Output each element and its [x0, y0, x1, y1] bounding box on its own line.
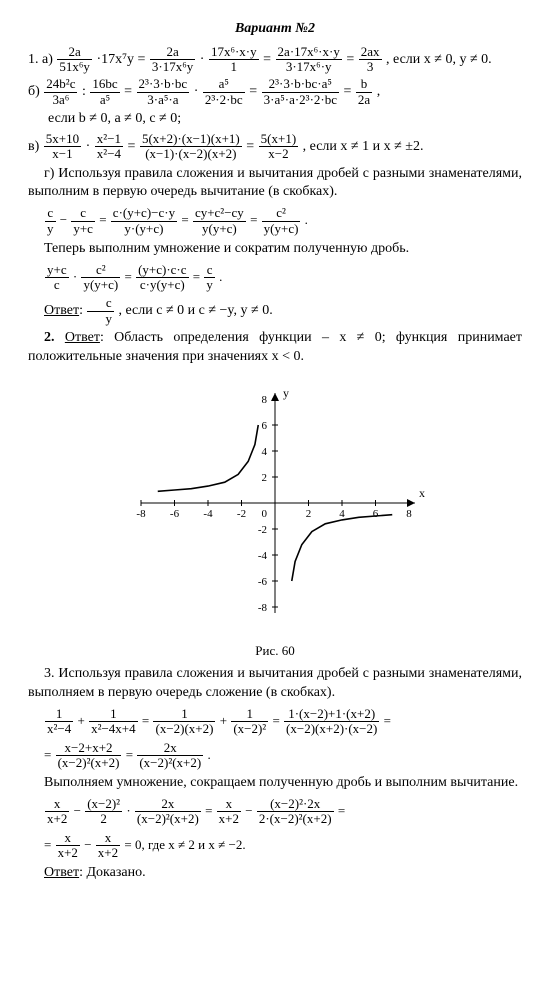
frac: 5x+10x−1	[44, 132, 81, 162]
frac: 1(x−2)(x+2)	[153, 707, 215, 737]
frac: xx+2	[96, 831, 120, 861]
chart-figure-60: -8 -6 -4 -2 2 4 6 8 -8 -6 -4 -2 2 4 6 8 0 x y	[28, 373, 522, 640]
frac: 2x(x−2)²(x+2)	[135, 797, 201, 827]
problem-1b: б) 24b²c3a⁶ : 16bca⁵ = 2³·3·b·bc3·a⁵·a ·…	[28, 77, 522, 107]
eq-3-a: 1x²−4 + 1x²−4x+4 = 1(x−2)(x+2) + 1(x−2)²…	[44, 707, 522, 737]
lead-1v: в)	[28, 139, 39, 154]
frac: (x−2)²·2x2·(x−2)²(x+2)	[257, 797, 334, 827]
problem-3-text: 3. Используя правила сложения и вычитани…	[28, 665, 522, 703]
frac: 2x(x−2)²(x+2)	[137, 741, 203, 771]
svg-text:-2: -2	[237, 508, 246, 520]
frac: 1x²−4x+4	[89, 707, 138, 737]
frac: cy+c	[71, 206, 95, 236]
frac: 2a·17x⁶·x·y3·17x⁶·y	[276, 45, 342, 75]
eq-1g-a: cy − cy+c = c·(y+c)−c·yy·(y+c) = cy+c²−c…	[44, 206, 522, 236]
svg-text:-8: -8	[258, 602, 268, 614]
frac: y+cc	[45, 263, 69, 293]
svg-text:-6: -6	[170, 508, 180, 520]
eq-3-c: xx+2 − (x−2)²2 · 2x(x−2)²(x+2) = xx+2 − …	[44, 797, 522, 827]
problem-2: 2. Ответ: Область определения функции – …	[28, 329, 522, 367]
frac: 5(x+2)·(x−1)(x+1)(x−1)·(x−2)(x+2)	[140, 132, 242, 162]
frac: 2³·3·b·bc3·a⁵·a	[137, 77, 190, 107]
frac: cy	[204, 263, 215, 293]
frac: 2a3·17x⁶y	[150, 45, 195, 75]
svg-text:8: 8	[406, 508, 412, 520]
frac: 5(x+1)x−2	[259, 132, 299, 162]
cond-1b: если b ≠ 0, a ≠ 0, c ≠ 0;	[28, 110, 522, 129]
frac: 1(x−2)²	[231, 707, 268, 737]
svg-text:2: 2	[262, 472, 268, 484]
frac: 2ax3	[359, 45, 382, 75]
problem-1g-text2: Теперь выполним умножение и сократим пол…	[28, 240, 522, 259]
eq-1g-b: y+cc · c²y(y+c) = (y+c)·c·cc·y(y+c) = cy…	[44, 263, 522, 293]
figure-caption: Рис. 60	[28, 642, 522, 660]
svg-text:8: 8	[262, 394, 268, 406]
variant-title: Вариант №2	[28, 20, 522, 39]
svg-text:-4: -4	[258, 550, 268, 562]
frac: xx+2	[56, 831, 80, 861]
svg-text:-2: -2	[258, 524, 267, 536]
svg-text:-4: -4	[203, 508, 213, 520]
problem-1a: 1. а) 2a51x⁶y ·17x⁷y = 2a3·17x⁶y · 17x⁶·…	[28, 45, 522, 75]
frac: cy+c²−cyy(y+c)	[193, 206, 246, 236]
svg-text:4: 4	[262, 446, 268, 458]
frac: 2a51x⁶y	[57, 45, 92, 75]
frac: cy	[87, 296, 114, 326]
frac: a⁵2³·2·bc	[203, 77, 245, 107]
frac: (y+c)·c·cc·y(y+c)	[136, 263, 188, 293]
problem-1v: в) 5x+10x−1 · x²−1x²−4 = 5(x+2)·(x−1)(x+…	[28, 132, 522, 162]
frac: x−2+x+2(x−2)²(x+2)	[56, 741, 122, 771]
answer-3: Ответ: Доказано.	[28, 864, 522, 883]
frac: c·(y+c)−c·yy·(y+c)	[111, 206, 177, 236]
svg-text:0: 0	[262, 508, 268, 520]
svg-text:2: 2	[306, 508, 312, 520]
problem-1g-text: г) Используя правила сложения и вычитани…	[28, 165, 522, 203]
svg-text:6: 6	[262, 420, 268, 432]
hyperbola-chart: -8 -6 -4 -2 2 4 6 8 -8 -6 -4 -2 2 4 6 8 0 x y	[115, 373, 435, 633]
svg-text:x: x	[419, 486, 425, 500]
svg-text:4: 4	[339, 508, 345, 520]
frac: 1·(x−2)+1·(x+2)(x−2)(x+2)·(x−2)	[284, 707, 379, 737]
eq-3-d: = xx+2 − xx+2 = 0, где x ≠ 2 и x ≠ −2.	[44, 831, 522, 861]
frac: c²y(y+c)	[81, 263, 120, 293]
frac: cy	[45, 206, 56, 236]
frac: 1x²−4	[45, 707, 73, 737]
frac: 24b²c3a⁶	[44, 77, 77, 107]
frac: xx+2	[45, 797, 69, 827]
svg-text:y: y	[283, 386, 289, 400]
problem-3-text2: Выполняем умножение, сокращаем полученну…	[28, 774, 522, 793]
frac: (x−2)²2	[85, 797, 122, 827]
svg-text:-6: -6	[258, 576, 268, 588]
frac: xx+2	[217, 797, 241, 827]
svg-text:6: 6	[373, 508, 379, 520]
answer-1: Ответ: cy , если c ≠ 0 и c ≠ −y, y ≠ 0.	[28, 296, 522, 326]
frac: x²−1x²−4	[95, 132, 123, 162]
lead-1a: 1. а)	[28, 52, 53, 67]
frac: 17x⁶·x·y1	[209, 45, 259, 75]
frac: c²y(y+c)	[262, 206, 301, 236]
frac: 2³·3·b·bc·a⁵3·a⁵·a·2³·2·bc	[262, 77, 339, 107]
eq-3-b: = x−2+x+2(x−2)²(x+2) = 2x(x−2)²(x+2) .	[44, 741, 522, 771]
svg-text:-8: -8	[136, 508, 146, 520]
lead-1b: б)	[28, 85, 40, 100]
frac: b2a	[356, 77, 372, 107]
frac: 16bca⁵	[90, 77, 119, 107]
